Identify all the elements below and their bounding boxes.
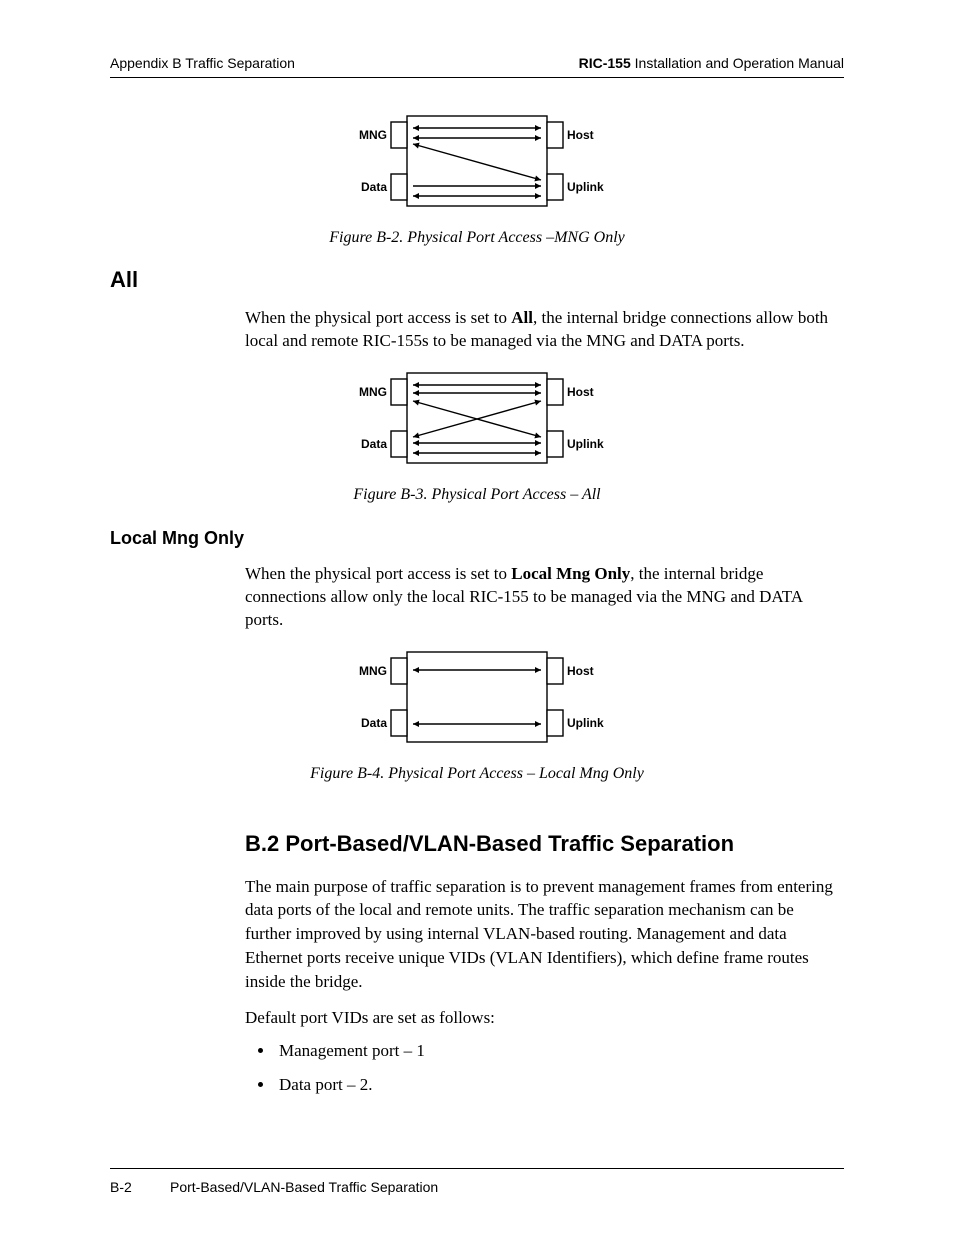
header-right-rest: Installation and Operation Manual <box>631 55 844 71</box>
b2-label-data: Data <box>361 180 387 194</box>
page-footer: B-2 Port-Based/VLAN-Based Traffic Separa… <box>110 1168 844 1195</box>
header-right: RIC-155 Installation and Operation Manua… <box>579 55 844 71</box>
b4-label-data: Data <box>361 716 387 730</box>
header-right-bold: RIC-155 <box>579 55 631 71</box>
b3-label-data: Data <box>361 437 387 451</box>
page-header: Appendix B Traffic Separation RIC-155 In… <box>110 55 844 78</box>
b3-label-uplink: Uplink <box>567 437 604 451</box>
figure-b2-svg: MNG Data Host Uplink <box>347 106 607 216</box>
para-b2-1: The main purpose of traffic separation i… <box>110 875 844 994</box>
figure-b2: MNG Data Host Uplink Figure B-2. Physica… <box>110 106 844 247</box>
bullet-list: Management port – 1 Data port – 2. <box>110 1041 844 1095</box>
para-b2-2: Default port VIDs are set as follows: <box>110 1006 844 1030</box>
header-left: Appendix B Traffic Separation <box>110 55 295 71</box>
b3-label-mng: MNG <box>359 385 387 399</box>
para-local-bold: Local Mng Only <box>511 564 630 583</box>
bullet-item: Management port – 1 <box>275 1041 844 1061</box>
footer-page-number: B-2 <box>110 1179 170 1195</box>
heading-all: All <box>110 267 844 293</box>
para-local-pre: When the physical port access is set to <box>245 564 511 583</box>
para-all-pre: When the physical port access is set to <box>245 308 511 327</box>
heading-b2: B.2 Port-Based/VLAN-Based Traffic Separa… <box>110 831 844 857</box>
b2-label-mng: MNG <box>359 128 387 142</box>
para-all: When the physical port access is set to … <box>110 307 844 353</box>
para-all-bold: All <box>511 308 533 327</box>
b4-label-mng: MNG <box>359 664 387 678</box>
figure-b4: MNG Data Host Uplink Figure B-4. Physica… <box>110 642 844 783</box>
b3-label-host: Host <box>567 385 594 399</box>
figure-b3-caption: Figure B-3. Physical Port Access – All <box>110 486 844 504</box>
b2-label-host: Host <box>567 128 594 142</box>
figure-b3: MNG Data Host Uplink Figur <box>110 363 844 504</box>
heading-local: Local Mng Only <box>110 528 844 549</box>
footer-title: Port-Based/VLAN-Based Traffic Separation <box>170 1179 438 1195</box>
figure-b4-caption: Figure B-4. Physical Port Access – Local… <box>110 765 844 783</box>
figure-b2-caption: Figure B-2. Physical Port Access –MNG On… <box>110 229 844 247</box>
figure-b4-svg: MNG Data Host Uplink <box>347 642 607 752</box>
b4-label-uplink: Uplink <box>567 716 604 730</box>
b4-label-host: Host <box>567 664 594 678</box>
b2-label-uplink: Uplink <box>567 180 604 194</box>
figure-b3-svg: MNG Data Host Uplink <box>347 363 607 473</box>
bullet-item: Data port – 2. <box>275 1075 844 1095</box>
para-local: When the physical port access is set to … <box>110 563 844 632</box>
